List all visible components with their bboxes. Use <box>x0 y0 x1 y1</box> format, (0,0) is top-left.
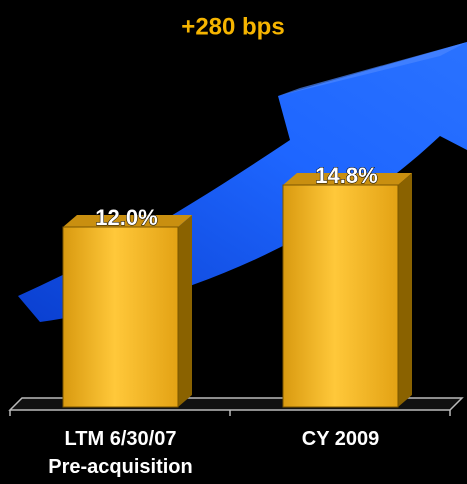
bar <box>282 173 412 408</box>
bar-front <box>62 226 179 408</box>
bar-top <box>283 173 412 185</box>
x-tick-label: CY 2009 <box>302 428 379 450</box>
x-tick-label: LTM 6/30/07 Pre-acquisition <box>48 428 192 478</box>
bar-top <box>63 215 192 227</box>
bar <box>62 215 192 408</box>
value-label: 14.8% <box>315 163 377 188</box>
chart-title: +280 bps <box>181 13 284 40</box>
bar-side <box>178 215 192 407</box>
arrow-highlight <box>278 42 467 96</box>
bar-front <box>282 184 399 408</box>
value-label: 12.0% <box>95 205 157 230</box>
bar-side <box>398 173 412 407</box>
